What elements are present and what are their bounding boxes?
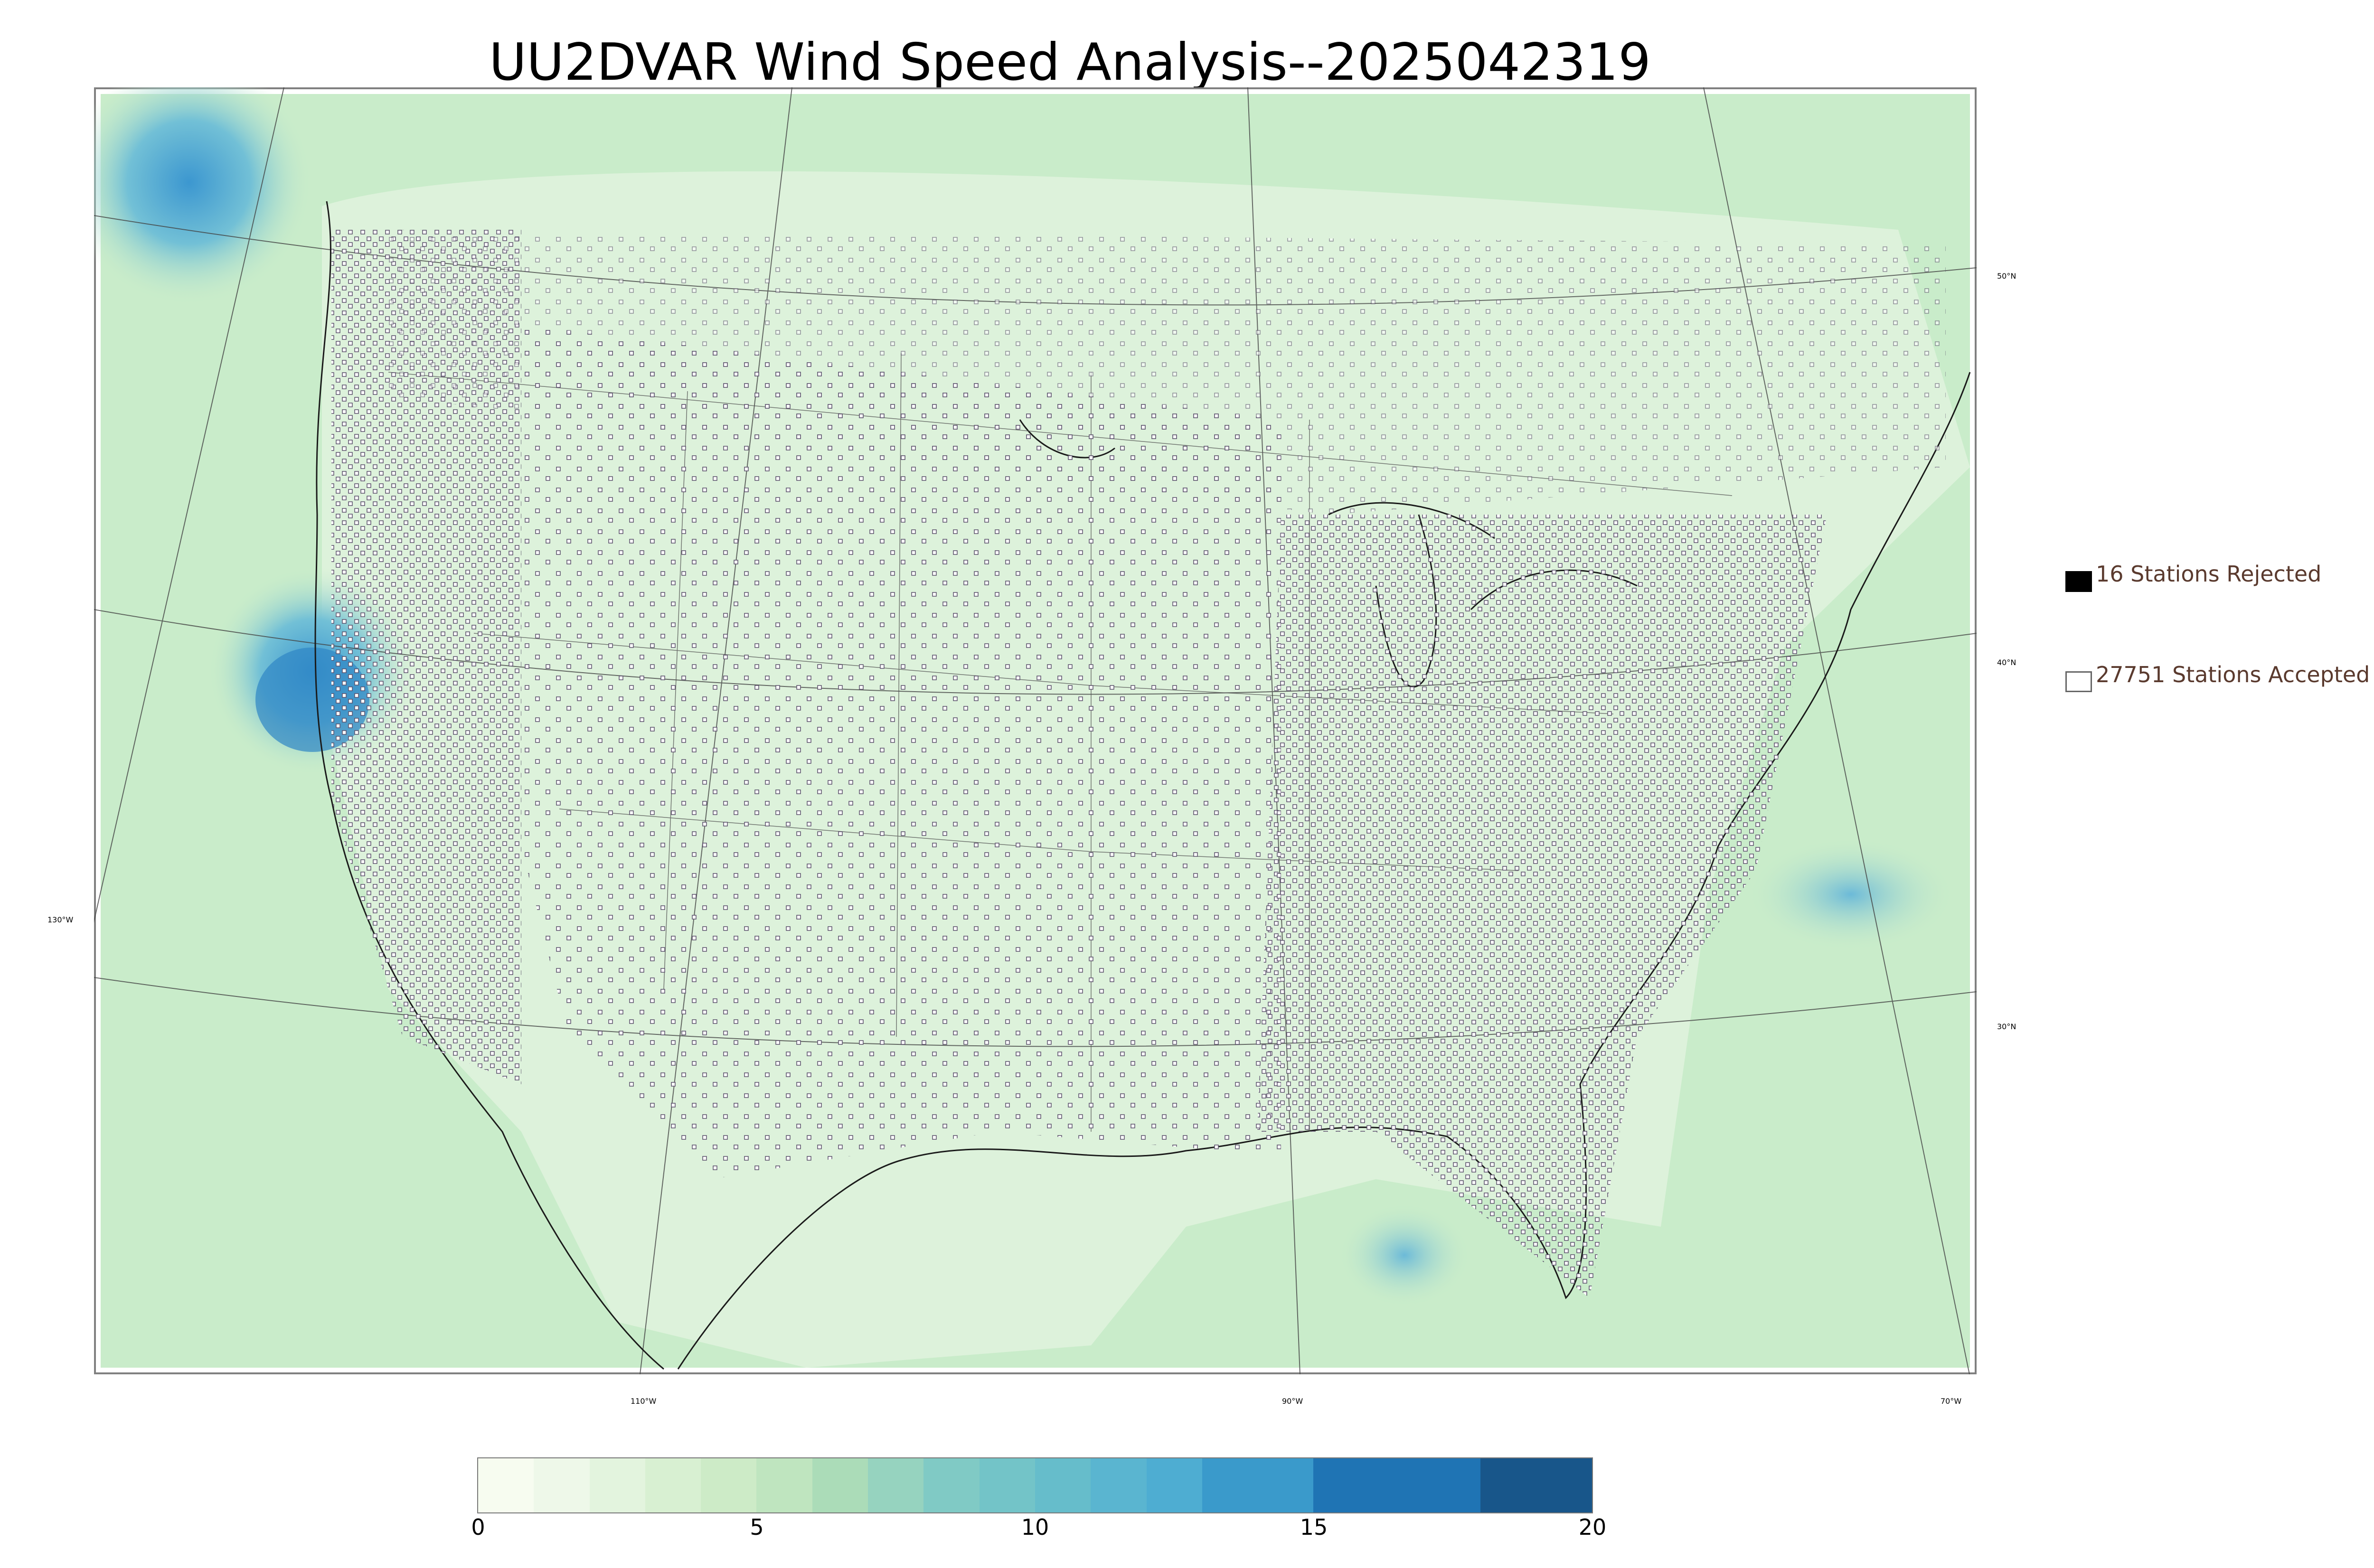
dense-stations-west <box>331 230 521 1084</box>
stations-central <box>521 325 1281 1179</box>
colorbar-band <box>1091 1458 1147 1512</box>
lat-label-50: 50°N <box>1997 272 2016 281</box>
colorbar-tick-5: 5 <box>750 1514 764 1540</box>
pacific-wind-max <box>94 87 312 306</box>
colorbar-band <box>645 1458 701 1512</box>
colorbar-band <box>1035 1458 1091 1512</box>
lon-label-110: 110°W <box>631 1397 657 1406</box>
lat-label-30: 30°N <box>1997 1022 2016 1031</box>
lon-label-130: 130°W <box>47 915 74 924</box>
colorbar-band <box>756 1458 812 1512</box>
accepted-stations-label: 27751 Stations Accepted <box>2096 662 2370 687</box>
atlantic-wind-max <box>1746 837 1955 951</box>
colorbar-band <box>1202 1458 1314 1512</box>
colorbar-band <box>701 1458 757 1512</box>
colorbar-tick-0: 0 <box>471 1514 485 1540</box>
lon-label-90: 90°W <box>1282 1397 1303 1406</box>
rejected-stations-swatch <box>2065 571 2092 592</box>
stations-canada <box>388 230 1946 515</box>
colorbar-tick-10: 10 <box>1021 1514 1049 1540</box>
lon-label-70: 70°W <box>1941 1397 1962 1406</box>
colorbar-band <box>923 1458 980 1512</box>
colorbar-band <box>534 1458 590 1512</box>
accepted-stations-swatch <box>2065 671 2092 692</box>
lat-label-40: 40°N <box>1997 658 2016 667</box>
colorbar-band <box>478 1458 534 1512</box>
colorbar-band <box>1313 1458 1481 1512</box>
colorbar-band <box>812 1458 868 1512</box>
map-title: UU2DVAR Wind Speed Analysis--2025042319 <box>489 33 1651 92</box>
wind-speed-colorbar <box>477 1457 1593 1513</box>
colorbar-band <box>979 1458 1035 1512</box>
wind-speed-map <box>94 87 1977 1374</box>
colorbar-band <box>868 1458 924 1512</box>
colorbar-tick-15: 15 <box>1300 1514 1328 1540</box>
colorbar-band <box>1480 1458 1592 1512</box>
colorbar-band <box>1146 1458 1202 1512</box>
rejected-stations-label: 16 Stations Rejected <box>2096 561 2322 587</box>
colorbar-tick-20: 20 <box>1578 1514 1607 1540</box>
colorbar-band <box>589 1458 645 1512</box>
gulf-wind-max <box>1338 1203 1471 1307</box>
dense-stations-east <box>1257 515 1827 1298</box>
